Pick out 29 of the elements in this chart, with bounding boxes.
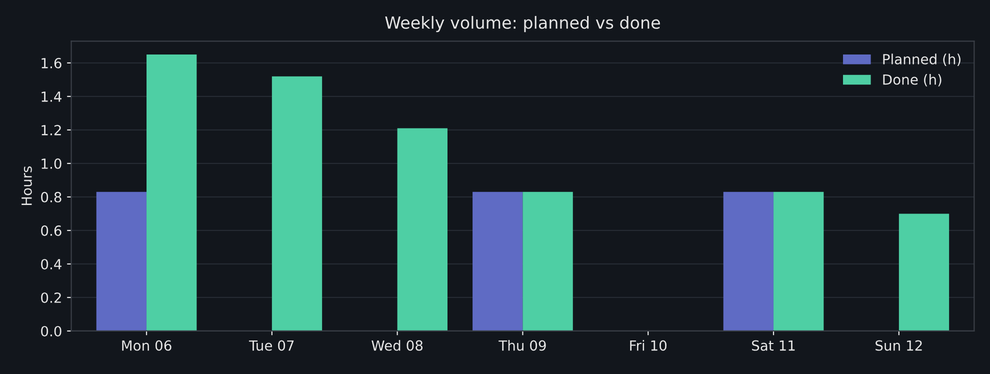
y-tick-label: 1.2: [42, 124, 61, 136]
bar: [723, 192, 774, 331]
bar: [774, 192, 824, 331]
bar: [522, 192, 573, 331]
bar: [272, 76, 322, 331]
bar: [146, 54, 197, 331]
y-tick-label: 0.6: [41, 225, 62, 236]
y-tick-label: 0.8: [41, 192, 62, 202]
x-tick-label: Sat 11: [752, 340, 795, 351]
y-tick-label: 0.4: [41, 258, 62, 270]
x-tick-label: Sun 12: [876, 340, 922, 351]
x-tick-label: Tue 07: [248, 340, 294, 351]
bar: [898, 214, 950, 331]
x-tick-label: Mon 06: [122, 340, 172, 351]
x-tick-label: Wed 08: [372, 340, 423, 351]
y-tick-label: 1.0: [42, 158, 62, 169]
y-tick-label: 0.2: [41, 292, 61, 303]
chart-title: Weekly volume: planned vs done: [385, 16, 660, 32]
y-axis-title: Hours: [22, 166, 32, 206]
legend-label: Done (h): [883, 74, 942, 86]
x-tick-label: Fri 10: [630, 340, 667, 351]
y-tick-label: 0.0: [41, 326, 62, 336]
bar: [96, 192, 147, 331]
y-tick-label: 1.4: [42, 92, 62, 102]
bar: [472, 192, 523, 331]
y-tick-label: 1.6: [42, 58, 62, 68]
bar: [397, 128, 448, 331]
x-tick-label: Thu 09: [498, 340, 546, 351]
legend-label: Planned (h): [883, 54, 960, 66]
